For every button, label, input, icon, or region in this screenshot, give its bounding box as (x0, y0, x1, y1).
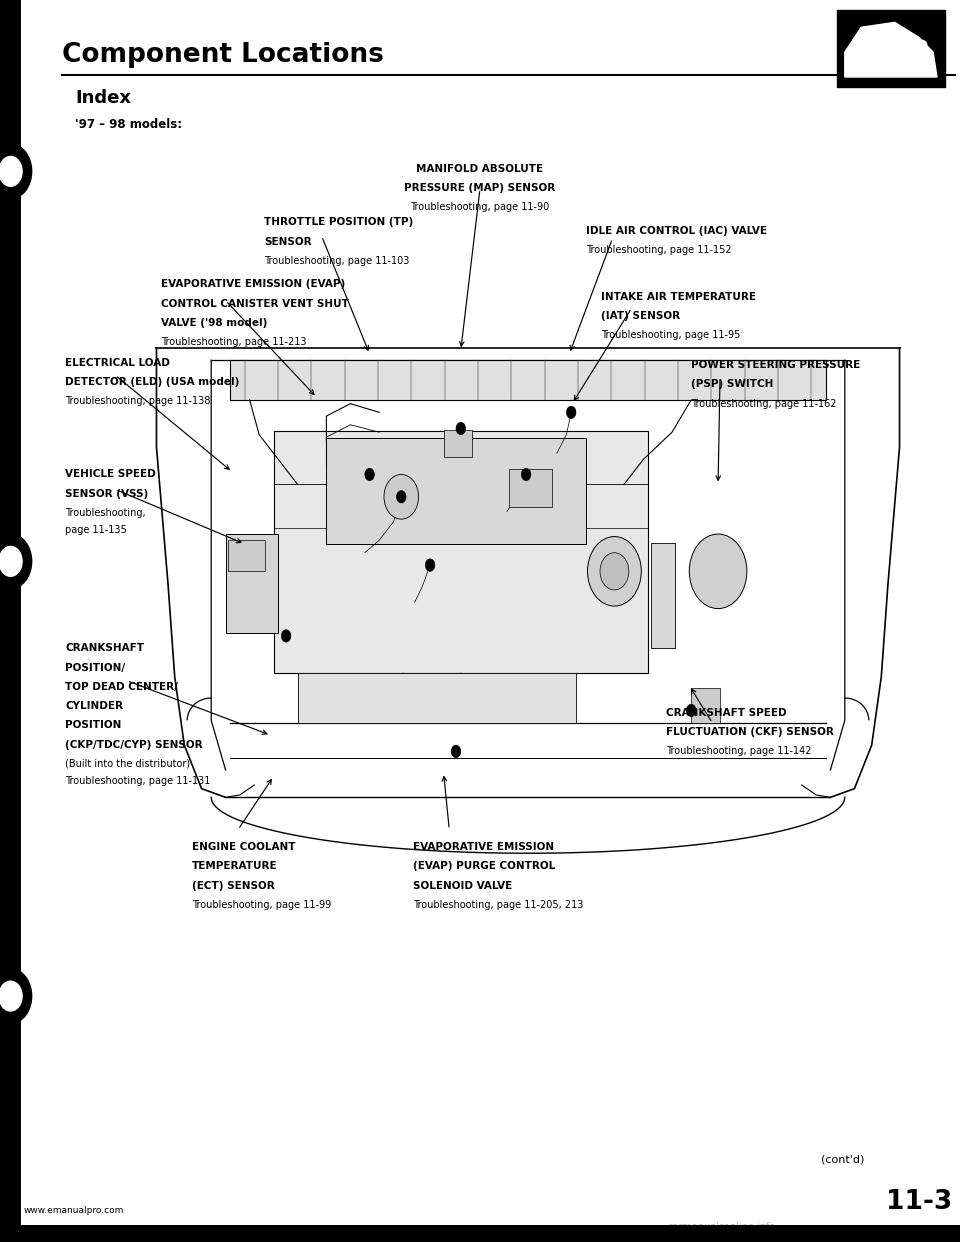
Circle shape (456, 422, 466, 435)
Bar (444, 430, 472, 457)
Text: POSITION: POSITION (65, 720, 122, 730)
Circle shape (689, 534, 747, 609)
Text: Troubleshooting, page 11-99: Troubleshooting, page 11-99 (192, 899, 331, 910)
Text: Component Locations: Component Locations (62, 42, 384, 68)
Bar (651, 543, 675, 648)
Text: (EVAP) PURGE CONTROL: (EVAP) PURGE CONTROL (413, 862, 555, 872)
Text: CRANKSHAFT: CRANKSHAFT (65, 643, 144, 653)
Text: (CKP/TDC/CYP) SENSOR: (CKP/TDC/CYP) SENSOR (65, 740, 203, 750)
Circle shape (0, 156, 22, 186)
Text: Troubleshooting, page 11-90: Troubleshooting, page 11-90 (410, 202, 550, 212)
Circle shape (521, 468, 531, 481)
Text: CYLINDER: CYLINDER (65, 700, 123, 712)
Text: MANIFOLD ABSOLUTE: MANIFOLD ABSOLUTE (417, 164, 543, 174)
Text: CONTROL CANISTER VENT SHUT: CONTROL CANISTER VENT SHUT (161, 298, 349, 309)
Text: EVAPORATIVE EMISSION (EVAP): EVAPORATIVE EMISSION (EVAP) (161, 279, 346, 289)
Circle shape (0, 534, 32, 589)
Text: POWER STEERING PRESSURE: POWER STEERING PRESSURE (691, 360, 860, 370)
Circle shape (396, 491, 406, 503)
Text: FLUCTUATION (CKF) SENSOR: FLUCTUATION (CKF) SENSOR (666, 728, 834, 738)
Circle shape (0, 969, 32, 1023)
Text: (PSP) SWITCH: (PSP) SWITCH (691, 380, 774, 390)
Circle shape (384, 474, 419, 519)
Bar (230, 360, 826, 400)
Text: Troubleshooting, page 11-138: Troubleshooting, page 11-138 (65, 396, 210, 406)
Text: www.emanualpro.com: www.emanualpro.com (24, 1206, 125, 1215)
Bar (226, 534, 278, 633)
Text: SENSOR (VSS): SENSOR (VSS) (65, 488, 149, 499)
Text: (cont'd): (cont'd) (821, 1155, 864, 1165)
Bar (274, 431, 648, 673)
Bar (509, 469, 552, 507)
Text: TEMPERATURE: TEMPERATURE (192, 862, 277, 872)
Text: carmanualsonline.info: carmanualsonline.info (667, 1222, 776, 1232)
Bar (228, 540, 265, 571)
Text: Troubleshooting, page 11-162: Troubleshooting, page 11-162 (691, 399, 837, 409)
Text: 11-3: 11-3 (886, 1189, 952, 1215)
Bar (837, 10, 945, 87)
Text: ●: ● (914, 37, 927, 52)
Circle shape (588, 537, 641, 606)
Text: Troubleshooting, page 11-103: Troubleshooting, page 11-103 (264, 256, 409, 266)
Bar (326, 438, 586, 544)
Circle shape (566, 406, 576, 419)
Text: page 11-135: page 11-135 (65, 524, 127, 535)
Polygon shape (845, 22, 937, 77)
Bar (691, 688, 720, 723)
Bar (0, 1225, 960, 1242)
Text: INTAKE AIR TEMPERATURE: INTAKE AIR TEMPERATURE (601, 292, 756, 302)
Text: Troubleshooting, page 11-205, 213: Troubleshooting, page 11-205, 213 (413, 899, 583, 910)
Text: TOP DEAD CENTER/: TOP DEAD CENTER/ (65, 682, 179, 692)
Text: THROTTLE POSITION (TP): THROTTLE POSITION (TP) (264, 217, 413, 227)
Text: POSITION/: POSITION/ (65, 663, 126, 673)
Circle shape (281, 630, 291, 642)
Text: Index: Index (75, 89, 131, 107)
Text: VALVE ('98 model): VALVE ('98 model) (161, 318, 268, 328)
Text: DETECTOR (ELD) (USA model): DETECTOR (ELD) (USA model) (65, 378, 240, 388)
Text: ENGINE COOLANT: ENGINE COOLANT (192, 842, 296, 852)
Text: Troubleshooting, page 11-152: Troubleshooting, page 11-152 (586, 246, 732, 256)
Circle shape (0, 144, 32, 199)
Text: Troubleshooting, page 11-142: Troubleshooting, page 11-142 (666, 746, 812, 756)
Text: Troubleshooting,: Troubleshooting, (65, 508, 146, 518)
Text: SOLENOID VALVE: SOLENOID VALVE (413, 881, 512, 891)
Circle shape (600, 553, 629, 590)
Text: EVAPORATIVE EMISSION: EVAPORATIVE EMISSION (413, 842, 554, 852)
Circle shape (686, 704, 696, 717)
Text: (IAT) SENSOR: (IAT) SENSOR (601, 310, 680, 322)
Text: (ECT) SENSOR: (ECT) SENSOR (192, 881, 275, 891)
Text: IDLE AIR CONTROL (IAC) VALVE: IDLE AIR CONTROL (IAC) VALVE (586, 226, 767, 236)
Text: SENSOR: SENSOR (264, 236, 312, 247)
Circle shape (0, 981, 22, 1011)
Text: VEHICLE SPEED: VEHICLE SPEED (65, 469, 156, 479)
Bar (0, 0, 21, 1242)
Text: Troubleshooting, page 11-95: Troubleshooting, page 11-95 (601, 330, 740, 340)
Circle shape (451, 745, 461, 758)
Text: ELECTRICAL LOAD: ELECTRICAL LOAD (65, 358, 170, 368)
Text: (Built into the distributor): (Built into the distributor) (65, 759, 190, 769)
Text: Troubleshooting, page 11-213: Troubleshooting, page 11-213 (161, 337, 307, 348)
Text: CRANKSHAFT SPEED: CRANKSHAFT SPEED (666, 708, 787, 718)
Circle shape (365, 468, 374, 481)
Circle shape (0, 546, 22, 576)
Text: Troubleshooting, page 11-131: Troubleshooting, page 11-131 (65, 775, 210, 786)
Text: '97 – 98 models:: '97 – 98 models: (75, 118, 182, 130)
Circle shape (425, 559, 435, 571)
Bar (298, 673, 576, 723)
Text: PRESSURE (MAP) SENSOR: PRESSURE (MAP) SENSOR (404, 183, 556, 194)
